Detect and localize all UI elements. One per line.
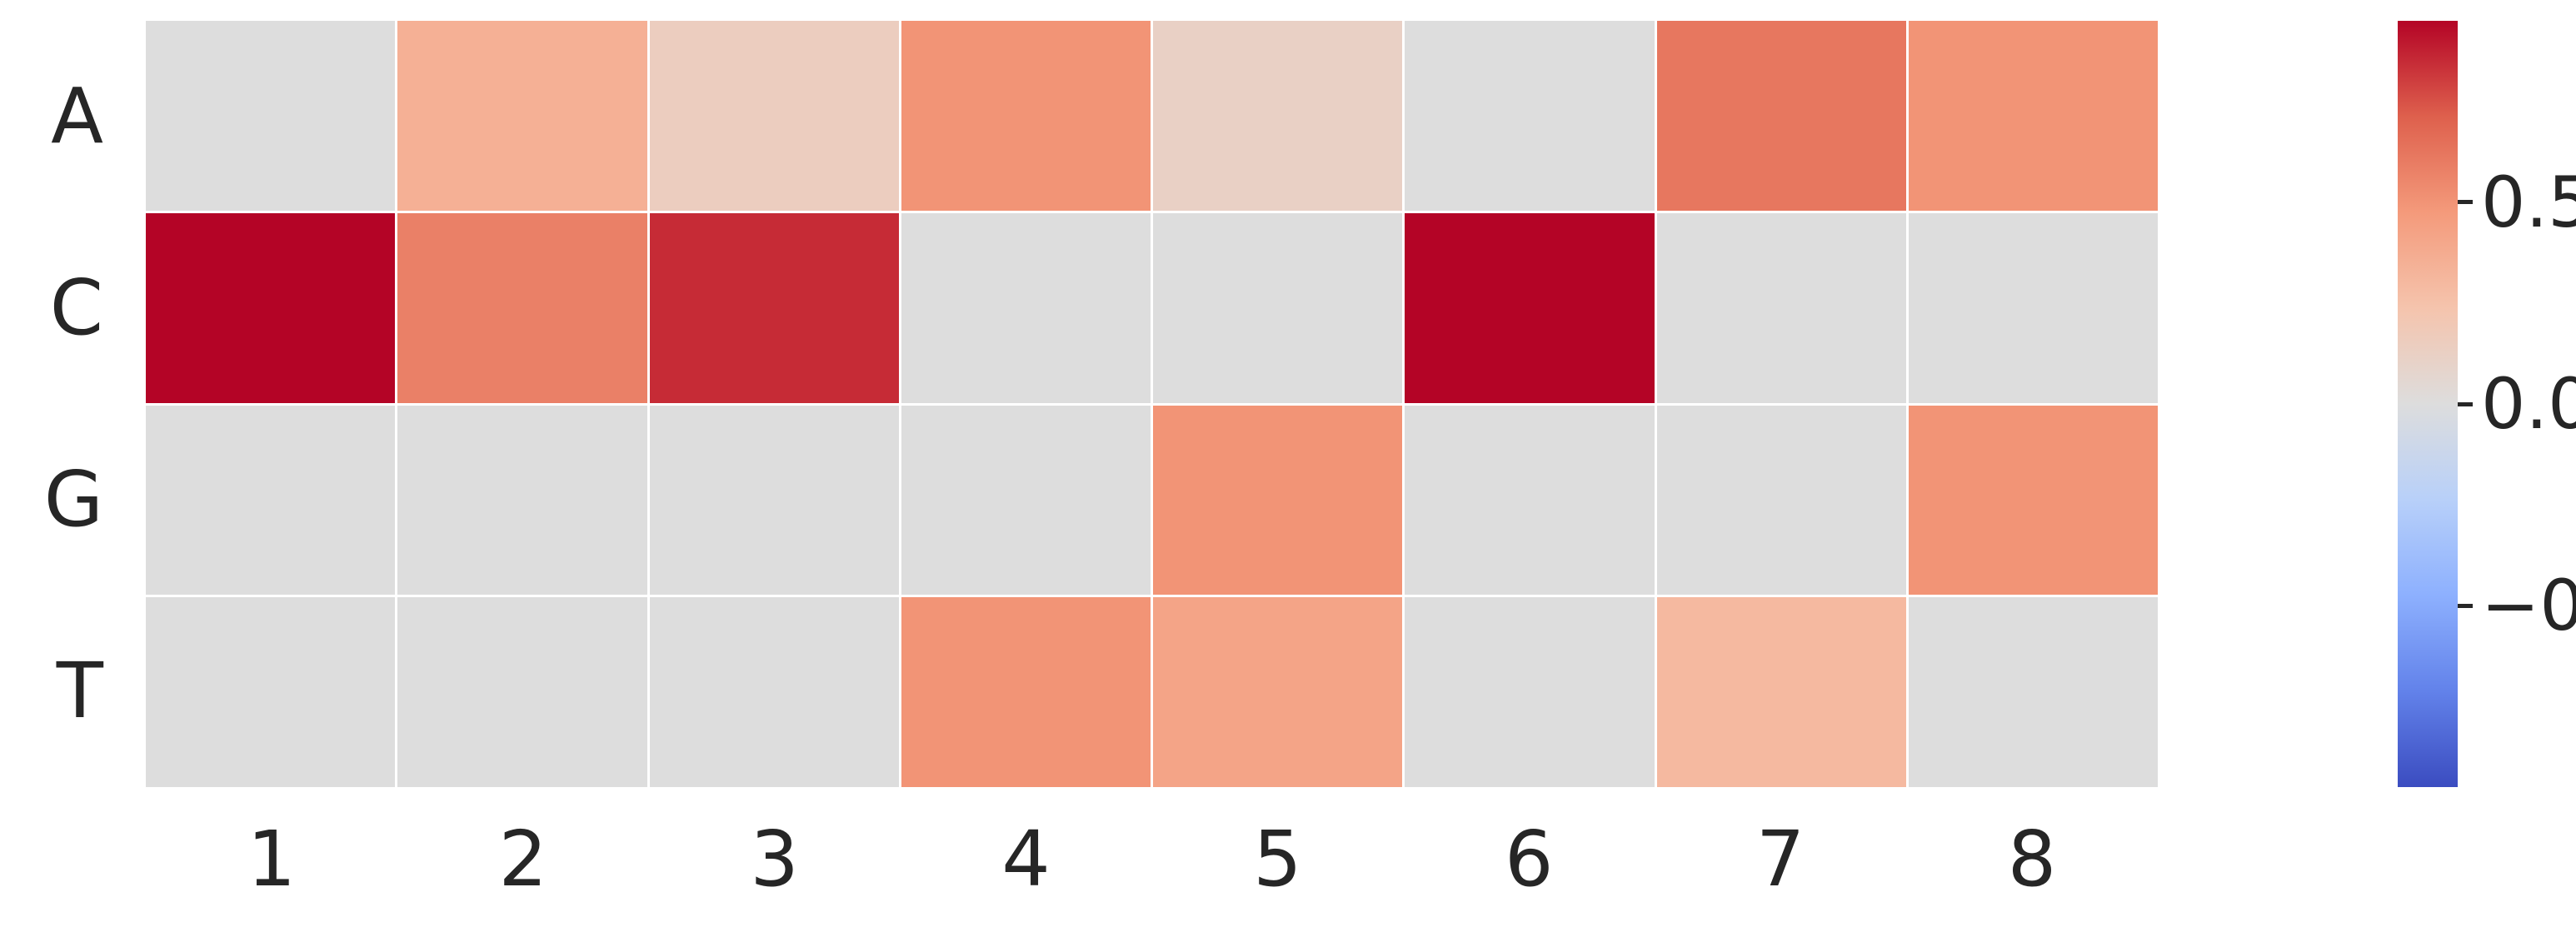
col-label-1: 1 xyxy=(247,815,297,904)
col-label-8: 8 xyxy=(2007,815,2057,904)
heatmap-grid xyxy=(146,21,2158,787)
colorbar-tick-mark xyxy=(2458,200,2473,205)
row-label-a: A xyxy=(51,72,103,161)
colorbar-tick-mark xyxy=(2458,401,2473,406)
heatmap-cell xyxy=(397,21,647,211)
heatmap-cell xyxy=(649,21,899,211)
col-label-4: 4 xyxy=(1001,815,1051,904)
col-label-6: 6 xyxy=(1505,815,1554,904)
x-axis-tick-labels: 1 2 3 4 5 6 7 8 xyxy=(146,793,2158,926)
heatmap-cell xyxy=(397,212,647,403)
heatmap-cell xyxy=(649,405,899,596)
col-label-7: 7 xyxy=(1755,815,1805,904)
heatmap-cell xyxy=(1656,597,1906,787)
heatmap-cell xyxy=(1656,212,1906,403)
heatmap-cell xyxy=(397,597,647,787)
heatmap-cell xyxy=(901,405,1151,596)
heatmap-cell xyxy=(397,405,647,596)
colorbar-tick-mark xyxy=(2458,603,2473,608)
heatmap-cell xyxy=(146,212,396,403)
heatmap-cell xyxy=(1405,21,1655,211)
col-label-5: 5 xyxy=(1253,815,1302,904)
heatmap-cell xyxy=(1908,21,2158,211)
row-label-g: G xyxy=(43,455,103,544)
colorbar xyxy=(2398,21,2458,787)
col-label-2: 2 xyxy=(498,815,548,904)
colorbar-tick: 0.0 xyxy=(2458,369,2576,439)
col-label-3: 3 xyxy=(750,815,799,904)
heatmap-cell xyxy=(146,597,396,787)
colorbar-tick-label: 0.5 xyxy=(2481,161,2576,243)
heatmap-cell xyxy=(1405,405,1655,596)
heatmap-cell xyxy=(1153,21,1403,211)
heatmap-cell xyxy=(1153,597,1403,787)
heatmap-cell xyxy=(146,405,396,596)
heatmap-cell xyxy=(901,212,1151,403)
colorbar-ticks: 0.5 0.0 −0.5 xyxy=(2458,21,2576,787)
heatmap-cell xyxy=(1656,405,1906,596)
heatmap-cell xyxy=(1153,212,1403,403)
heatmap-cell xyxy=(1656,21,1906,211)
heatmap-cell xyxy=(901,597,1151,787)
heatmap-cell xyxy=(146,21,396,211)
y-axis-tick-labels: A C G T xyxy=(0,21,132,787)
heatmap-cell xyxy=(901,21,1151,211)
heatmap-cell xyxy=(649,597,899,787)
heatmap-cell xyxy=(1908,212,2158,403)
heatmap-cell xyxy=(1908,597,2158,787)
heatmap-cell xyxy=(1405,212,1655,403)
heatmap-cell xyxy=(1405,597,1655,787)
heatmap-cell xyxy=(1908,405,2158,596)
colorbar-tick-label: 0.0 xyxy=(2481,363,2576,445)
row-label-t: T xyxy=(56,646,103,735)
heatmap-cell xyxy=(649,212,899,403)
colorbar-tick: 0.5 xyxy=(2458,167,2576,237)
colorbar-tick-label: −0.5 xyxy=(2481,565,2576,647)
row-label-c: C xyxy=(49,263,103,352)
colorbar-tick: −0.5 xyxy=(2458,571,2576,640)
heatmap-cell xyxy=(1153,405,1403,596)
